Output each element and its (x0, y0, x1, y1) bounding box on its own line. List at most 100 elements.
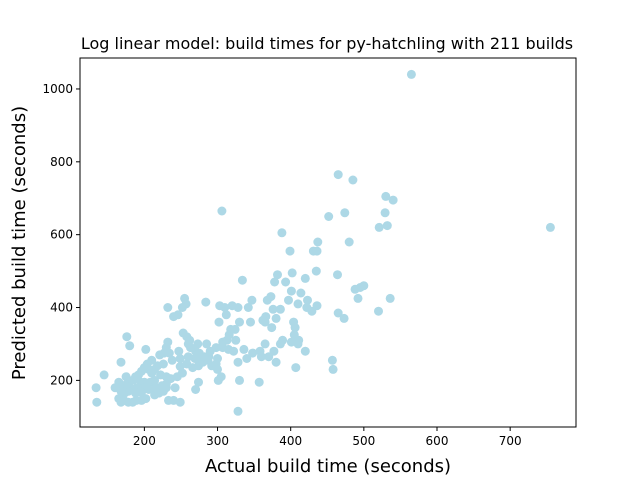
data-point (202, 339, 212, 349)
data-point (300, 346, 310, 356)
data-point (92, 397, 102, 407)
data-point (374, 222, 384, 232)
data-point (227, 301, 237, 311)
data-point (177, 303, 187, 312)
data-point (286, 337, 296, 347)
data-point (281, 277, 291, 287)
data-point (388, 195, 398, 205)
data-point (237, 275, 247, 285)
data-point (175, 362, 185, 371)
data-point (313, 237, 323, 247)
data-point (256, 352, 266, 362)
data-point (248, 348, 258, 358)
data-point (382, 221, 392, 231)
data-point (175, 397, 185, 407)
data-point (230, 324, 240, 334)
data-point (260, 317, 270, 327)
data-point (333, 308, 343, 318)
data-point (328, 364, 338, 374)
data-point (167, 355, 177, 365)
data-point (155, 350, 165, 360)
points-layer (91, 69, 555, 416)
data-point (290, 323, 300, 333)
data-point (264, 352, 274, 362)
data-point (267, 323, 277, 333)
data-point (286, 286, 296, 296)
data-point (231, 335, 241, 345)
chart-title: Log linear model: build times for py-hat… (81, 34, 573, 53)
data-point (246, 317, 255, 327)
data-point (116, 397, 126, 407)
data-point (275, 339, 285, 349)
data-point (275, 304, 285, 314)
data-point (385, 293, 395, 303)
data-point (271, 313, 281, 323)
data-point (169, 312, 179, 322)
data-point (110, 383, 120, 393)
data-point (303, 295, 312, 305)
x-tick-label: 400 (279, 434, 302, 448)
y-axis-ticks: 200 400 600 800 1000 (42, 82, 80, 387)
data-point (91, 383, 101, 393)
data-point (213, 364, 222, 374)
data-point (193, 339, 203, 349)
data-point (216, 372, 226, 382)
data-point (128, 375, 138, 385)
data-point (221, 310, 231, 320)
data-point (233, 406, 243, 416)
data-point (194, 348, 204, 358)
data-point (235, 375, 244, 385)
data-point (333, 170, 343, 180)
y-tick-label: 800 (50, 155, 73, 169)
data-point (260, 339, 270, 349)
data-point (150, 364, 160, 374)
data-point (215, 301, 225, 311)
data-point (144, 385, 154, 394)
data-point (324, 212, 334, 221)
data-point (284, 295, 293, 305)
data-point (214, 317, 224, 327)
data-point (545, 222, 555, 232)
data-point (273, 270, 282, 280)
data-point (406, 69, 416, 79)
x-tick-label: 600 (426, 434, 449, 448)
data-point (125, 341, 135, 351)
data-point (235, 317, 244, 327)
y-tick-label: 400 (50, 301, 73, 315)
data-point (296, 288, 306, 298)
x-tick-label: 200 (133, 434, 156, 448)
x-tick-label: 500 (352, 434, 375, 448)
y-tick-label: 1000 (42, 82, 73, 96)
data-point (311, 266, 321, 276)
data-point (242, 354, 252, 363)
data-point (150, 375, 160, 385)
data-point (277, 228, 287, 238)
data-point (348, 175, 358, 185)
data-point (161, 379, 171, 389)
data-point (350, 284, 360, 294)
x-axis-label: Actual build time (seconds) (205, 456, 451, 477)
data-point (141, 344, 151, 354)
data-point (175, 354, 185, 363)
data-point (285, 246, 295, 256)
data-point (381, 191, 391, 201)
data-point (307, 306, 317, 316)
data-point (229, 346, 239, 356)
data-point (271, 357, 281, 367)
y-axis-label: Predicted build time (seconds) (9, 106, 30, 380)
data-point (239, 344, 249, 354)
data-point (293, 299, 303, 309)
data-point (205, 346, 215, 356)
data-point (300, 273, 310, 283)
y-tick-label: 600 (50, 228, 73, 242)
data-point (312, 246, 322, 256)
data-point (333, 270, 342, 280)
data-point (340, 208, 350, 218)
data-point (268, 304, 278, 314)
data-point (374, 306, 383, 316)
x-axis-ticks: 200 300 400 500 600 700 (133, 427, 522, 448)
data-point (270, 277, 280, 287)
data-point (380, 208, 390, 218)
data-point (194, 377, 203, 387)
